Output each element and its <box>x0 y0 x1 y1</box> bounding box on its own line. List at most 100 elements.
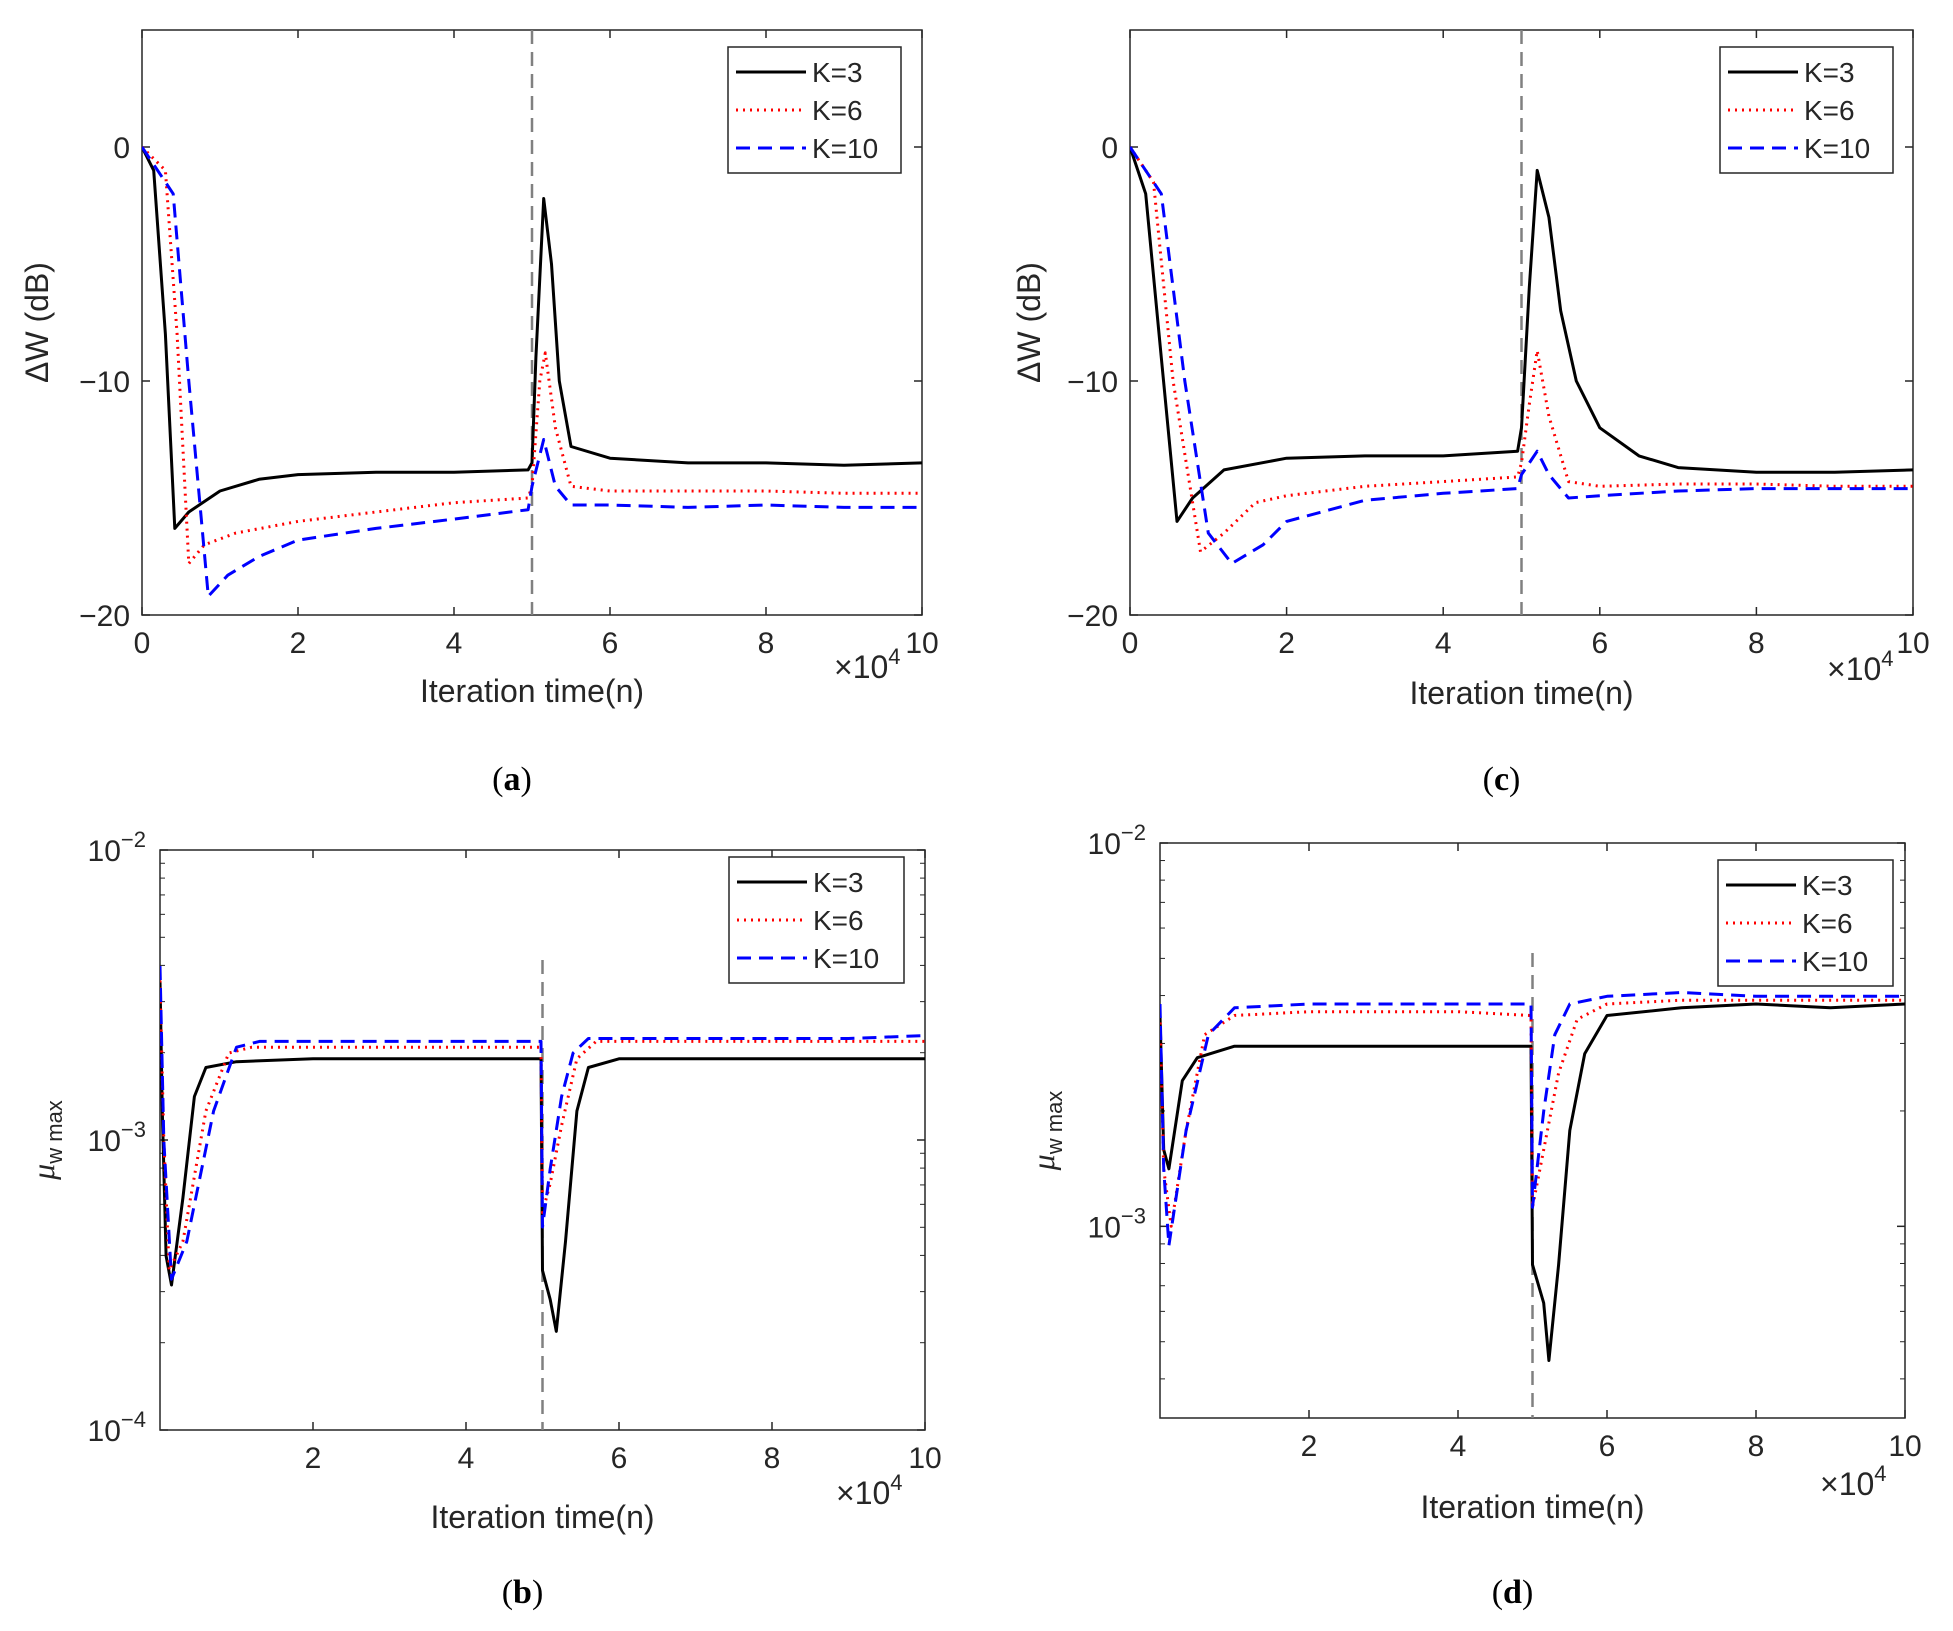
series-line-k3 <box>142 146 922 530</box>
series-line-k10 <box>1160 991 1905 1247</box>
panel-caption: (a) <box>492 761 532 798</box>
y-tick-label: 10−4 <box>88 1407 146 1448</box>
panel-caption: (d) <box>1492 1574 1534 1611</box>
y-tick-label: −20 <box>79 600 130 633</box>
caption-paren-close: ) <box>1522 1574 1533 1611</box>
y-tick-exp: −3 <box>1121 1203 1146 1228</box>
x-tick-label: 2 <box>290 627 307 660</box>
legend-label: K=3 <box>1802 870 1853 901</box>
caption-letter: a <box>504 761 521 798</box>
y-tick-label: −10 <box>1067 366 1118 399</box>
y-tick-label: 0 <box>1101 132 1118 165</box>
x-tick-label: 8 <box>764 1442 781 1475</box>
caption-paren-open: ( <box>1483 761 1494 798</box>
x-axis-label: Iteration time(n) <box>430 1499 654 1535</box>
legend-label: K=6 <box>1804 95 1855 126</box>
legend-box <box>727 46 902 174</box>
legend-label: K=10 <box>1802 946 1868 977</box>
y-tick-base: 10 <box>1088 828 1121 861</box>
y-axis-label: μw max <box>1025 1091 1067 1172</box>
caption-paren-open: ( <box>492 761 503 798</box>
x-tick-label: 2 <box>305 1442 322 1475</box>
y-axis-label-mu: μ <box>1025 1154 1061 1171</box>
caption-paren-open: ( <box>502 1574 513 1611</box>
x-axis-label: Iteration time(n) <box>1409 675 1633 711</box>
x-tick-label: 10 <box>905 627 938 660</box>
x-multiplier-exp: 4 <box>1881 646 1893 671</box>
panel-caption: (c) <box>1483 761 1521 798</box>
x-multiplier: ×104 <box>1820 1461 1887 1502</box>
x-tick-label: 0 <box>134 627 151 660</box>
x-multiplier-exp: 4 <box>1874 1461 1886 1486</box>
y-tick-base: 10 <box>88 835 121 868</box>
legend: K=3 K=6 K=10 <box>727 46 902 174</box>
x-multiplier-base: ×10 <box>1827 651 1881 687</box>
legend-label: K=3 <box>813 867 864 898</box>
y-tick-label: 10−2 <box>88 827 146 868</box>
x-axis-label: Iteration time(n) <box>1420 1489 1644 1525</box>
caption-letter: d <box>1503 1574 1522 1611</box>
x-tick-label: 4 <box>1435 627 1452 660</box>
x-multiplier-exp: 4 <box>888 644 900 669</box>
x-tick-label: 4 <box>458 1442 475 1475</box>
x-tick-label: 0 <box>1122 627 1139 660</box>
x-multiplier: ×104 <box>1827 646 1894 687</box>
y-tick-base: 10 <box>88 1125 121 1158</box>
legend-label: K=10 <box>813 943 879 974</box>
panel-caption: (b) <box>502 1574 544 1611</box>
caption-letter: c <box>1494 761 1509 798</box>
x-tick-label: 4 <box>446 627 463 660</box>
y-tick-exp: −4 <box>121 1407 146 1432</box>
legend: K=3 K=6 K=10 <box>1717 859 1894 987</box>
caption-paren-close: ) <box>532 1574 543 1611</box>
y-tick-label: −20 <box>1067 600 1118 633</box>
series-line-k10 <box>160 965 925 1281</box>
y-axis-label: ΔW (dB) <box>19 262 55 383</box>
y-tick-label: 10−3 <box>1088 1203 1146 1244</box>
legend-label: K=6 <box>812 95 863 126</box>
y-axis-label-sub: w max <box>1042 1091 1067 1156</box>
series-line-k6 <box>1130 146 1913 554</box>
x-tick-label: 10 <box>1896 627 1929 660</box>
x-tick-label: 2 <box>1278 627 1295 660</box>
x-multiplier: ×104 <box>836 1470 903 1511</box>
caption-paren-open: ( <box>1492 1574 1503 1611</box>
y-axis-label-mu: μ <box>25 1164 61 1181</box>
legend-label: K=3 <box>812 57 863 88</box>
series-line-k3 <box>1160 1002 1905 1362</box>
series-line-k3 <box>1130 146 1913 523</box>
series-line-k10 <box>1130 146 1913 565</box>
y-tick-label: −10 <box>79 366 130 399</box>
y-tick-exp: −2 <box>121 827 146 852</box>
y-tick-label: 10−3 <box>88 1117 146 1158</box>
y-tick-label: 10−2 <box>1088 820 1146 861</box>
y-tick-base: 10 <box>88 1415 121 1448</box>
legend-label: K=3 <box>1804 57 1855 88</box>
y-axis-label-sub: w max <box>42 1100 67 1165</box>
x-tick-label: 6 <box>1599 1430 1616 1463</box>
legend-label: K=10 <box>812 133 878 164</box>
chart-a: 0 2 4 6 8 10 0 −10 −20 K=3 K=6 K=10 Iteration time(n… <box>19 29 939 798</box>
x-multiplier-base: ×10 <box>834 649 888 685</box>
x-tick-label: 6 <box>611 1442 628 1475</box>
legend: K=3 K=6 K=10 <box>728 856 905 984</box>
x-tick-label: 10 <box>1888 1430 1921 1463</box>
x-tick-label: 10 <box>908 1442 941 1475</box>
y-tick-base: 10 <box>1088 1211 1121 1244</box>
y-axis-label: μw max <box>25 1100 67 1181</box>
x-tick-label: 6 <box>1591 627 1608 660</box>
x-tick-label: 8 <box>758 627 775 660</box>
y-tick-label: 0 <box>113 132 130 165</box>
series-line-k10 <box>142 146 922 598</box>
x-tick-label: 4 <box>1450 1430 1467 1463</box>
x-multiplier-base: ×10 <box>1820 1466 1874 1502</box>
x-multiplier-exp: 4 <box>890 1470 902 1495</box>
x-tick-label: 2 <box>1301 1430 1318 1463</box>
y-tick-exp: −2 <box>1121 820 1146 845</box>
legend: K=3 K=6 K=10 <box>1719 46 1894 174</box>
x-multiplier: ×104 <box>834 644 901 685</box>
caption-paren-close: ) <box>521 761 532 798</box>
